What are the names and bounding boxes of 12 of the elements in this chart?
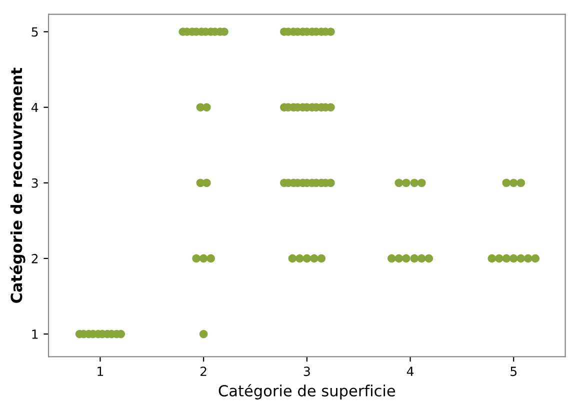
y-tick-label: 3 xyxy=(32,178,38,188)
y-axis-title: Catégorie de recouvrement xyxy=(10,68,26,303)
x-axis-title: Catégorie de superficie xyxy=(218,384,396,400)
y-tick-label: 2 xyxy=(32,254,38,264)
y-tick-label: 5 xyxy=(32,27,38,37)
y-tick-label: 4 xyxy=(31,102,38,112)
x-tick-label: 3 xyxy=(304,366,310,376)
x-tick-label: 2 xyxy=(200,366,206,376)
x-tick-label: 4 xyxy=(406,366,414,376)
x-tick-label: 1 xyxy=(98,366,104,376)
y-tick-label: 1 xyxy=(32,330,38,339)
x-tick-label: 5 xyxy=(510,366,516,376)
